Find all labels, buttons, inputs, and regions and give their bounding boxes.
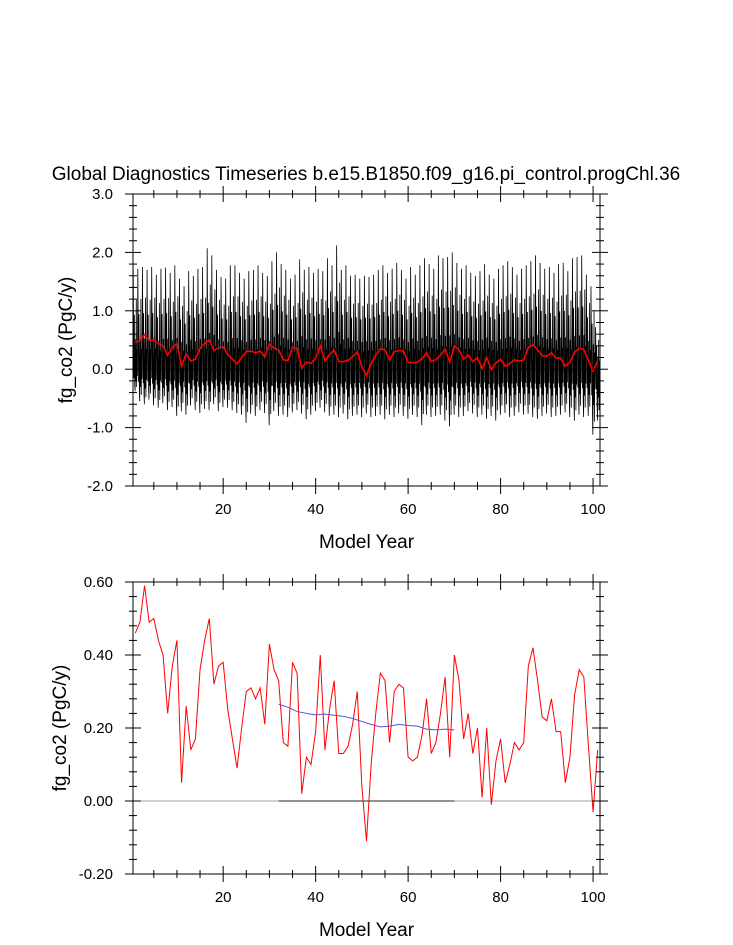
- top-panel: 20 40 60 80 100 -2.0 -1.0 0.0 1.0 2.0 3.0 Model Yea…: [56, 186, 608, 553]
- top-y-axis-label: fg_co2 (PgC/y): [56, 277, 77, 404]
- top-y-tick-label: 2.0: [92, 244, 113, 261]
- top-x-tick-label: 100: [581, 501, 606, 518]
- top-y-tick-label: 0.0: [92, 361, 113, 378]
- bottom-x-axis-label: Model Year: [319, 920, 415, 941]
- bottom-x-tick-label: 80: [492, 889, 509, 906]
- top-y-tick-label: 3.0: [92, 186, 113, 203]
- bottom-y-tick-label: 0.20: [84, 720, 113, 737]
- bottom-x-tick-label: 20: [215, 889, 232, 906]
- bottom-x-tick-label: 100: [581, 889, 606, 906]
- bottom-panel: 20 40 60 80 100 -0.20 0.00 0.20 0.40 0.60 Model Ye…: [50, 574, 608, 941]
- top-y-tick-label: 1.0: [92, 303, 113, 320]
- bottom-y-tick-label: 0.60: [84, 574, 113, 591]
- top-plot-frame: [132, 193, 601, 487]
- top-monthly-series-line: [132, 245, 601, 435]
- top-annual-mean-line: [135, 333, 599, 378]
- bottom-x-tick-label: 60: [400, 889, 417, 906]
- top-x-tick-label: 40: [307, 501, 324, 518]
- bottom-annual-mean-line: [134, 585, 599, 842]
- bottom-x-tick-label: 40: [307, 889, 324, 906]
- figure-title: Global Diagnostics Timeseries b.e15.B185…: [52, 164, 680, 185]
- top-x-axis-label: Model Year: [319, 532, 415, 553]
- bottom-y-axis-label: fg_co2 (PgC/y): [50, 665, 71, 792]
- bottom-y-tick-label: 0.00: [84, 793, 113, 810]
- bottom-y-tick-label: -0.20: [79, 866, 113, 883]
- top-x-tick-label: 20: [215, 501, 232, 518]
- bottom-plot-frame: [132, 581, 601, 875]
- top-x-tick-label: 80: [492, 501, 509, 518]
- top-y-tick-label: -1.0: [87, 420, 113, 437]
- top-y-tick-label: -2.0: [87, 478, 113, 495]
- bottom-running-mean-line: [278, 703, 455, 731]
- top-x-tick-label: 60: [400, 501, 417, 518]
- bottom-y-tick-label: 0.40: [84, 647, 113, 664]
